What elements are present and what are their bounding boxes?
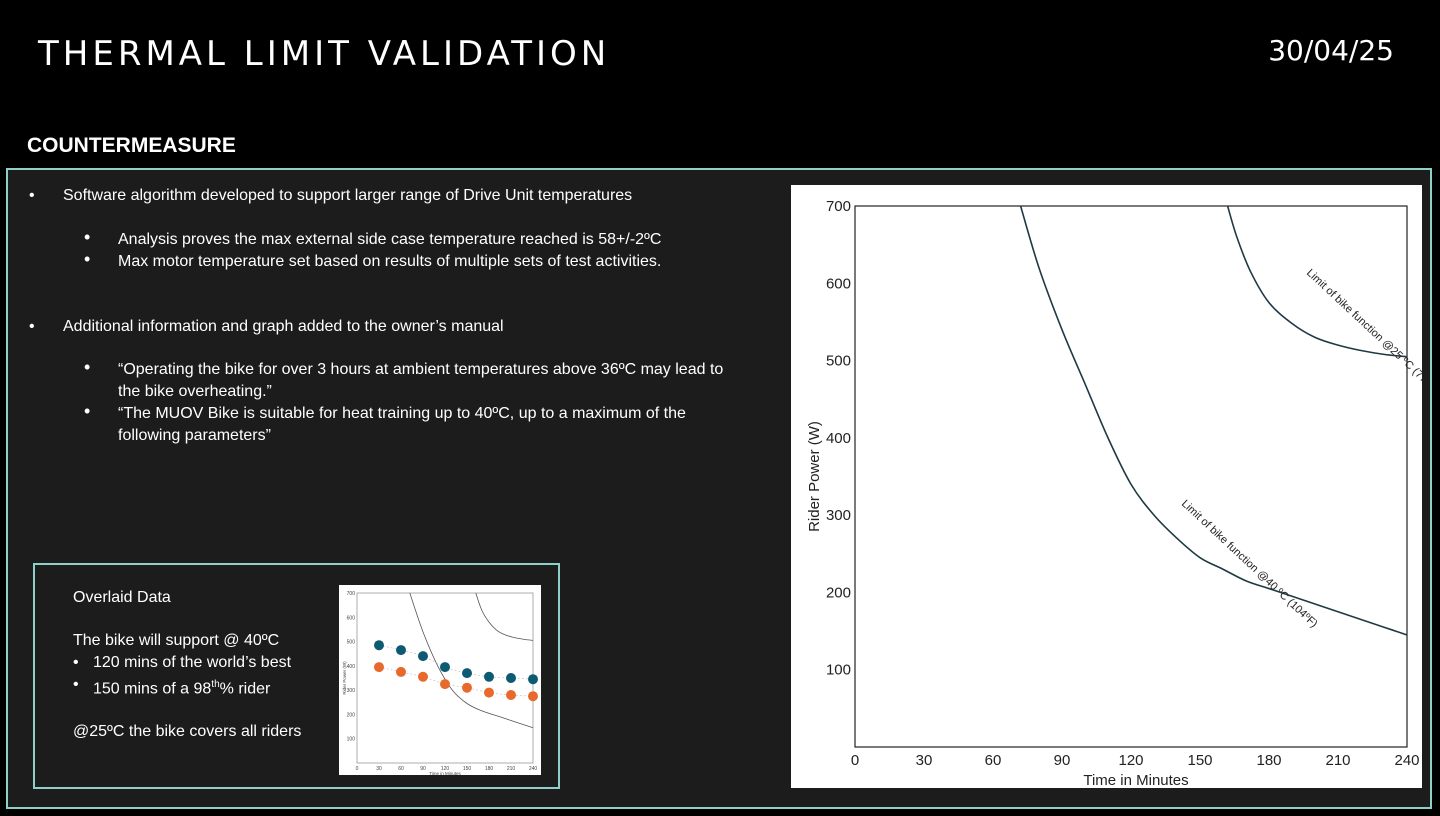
y-tick-label: 100 <box>826 662 851 679</box>
date-label: 30/04/25 <box>1268 34 1394 67</box>
bullet-icon: • <box>84 401 91 421</box>
thumbnail-chart-svg: 0 30 60 90 120 150 180 210 240 100 200 300 400 500 600… <box>342 591 538 776</box>
bullet-icon: • <box>84 357 91 377</box>
thermal-limit-chart: 0 30 60 90 120 150 180 210 240 100 200 300 400 500 600… <box>791 185 1440 789</box>
thumb-y-tick: 500 <box>347 640 356 646</box>
thumb-x-tick: 120 <box>441 766 450 772</box>
thumb-x-tick: 0 <box>356 766 359 772</box>
p98-point <box>374 662 384 673</box>
elite-point <box>528 674 538 685</box>
bullet-icon: • <box>29 187 35 204</box>
x-tick-label: 120 <box>1118 752 1143 769</box>
thumb-x-tick: 30 <box>376 766 382 772</box>
x-tick-label: 90 <box>1054 752 1071 769</box>
content-panel: • Software algorithm developed to suppor… <box>6 168 1440 809</box>
thumb-y-tick: 100 <box>347 737 356 743</box>
elite-point <box>374 640 384 651</box>
overlaid-data-box: Overlaid Data The bike will support @ 40… <box>33 563 560 789</box>
x-tick-label: 30 <box>916 752 933 769</box>
thumb-x-label: Time in Minutes <box>429 771 461 775</box>
overlay-support-line: The bike will support @ 40ºC <box>73 632 280 649</box>
thumb-y-tick: 400 <box>347 664 356 670</box>
y-tick-label: 200 <box>826 584 851 601</box>
main-chart-svg: 0 30 60 90 120 150 180 210 240 100 200 300 400 500 600… <box>806 198 1440 789</box>
x-tick-label: 240 <box>1394 752 1419 769</box>
bullet-text: Max motor temperature set based on resul… <box>118 253 662 270</box>
p98-point <box>462 682 472 693</box>
y-axis-label: Rider Power (W) <box>806 421 823 532</box>
thumb-limit-curve <box>409 592 534 729</box>
p98-point <box>418 671 428 682</box>
y-tick-label: 700 <box>826 198 851 215</box>
y-tick-label: 300 <box>826 507 851 524</box>
thumb-y-label: Rider Power (W) <box>342 661 347 695</box>
plot-frame <box>854 205 1408 748</box>
curve-label: Limit of bike function @25 ºC (77ºF) <box>1304 267 1422 395</box>
bullet-text: Analysis proves the max external side ca… <box>118 231 662 248</box>
y-tick-label: 600 <box>826 275 851 292</box>
thumb-y-tick: 600 <box>347 615 356 621</box>
limit-curve <box>1226 206 1407 358</box>
page-title: THERMAL LIMIT VALIDATION <box>38 34 611 74</box>
elite-point <box>440 662 450 673</box>
p98-point <box>506 690 516 700</box>
thumb-y-tick: 700 <box>347 591 356 597</box>
p98-point <box>396 666 406 677</box>
y-tick-label: 400 <box>826 430 851 447</box>
x-tick-label: 0 <box>851 752 859 769</box>
thumb-y-tick: 200 <box>347 712 356 718</box>
p98-point <box>484 687 494 698</box>
x-tick-label: 60 <box>985 752 1002 769</box>
x-tick-label: 210 <box>1325 752 1350 769</box>
x-tick-label: 150 <box>1187 752 1212 769</box>
thumb-x-tick: 150 <box>463 766 472 772</box>
overlay-item: • 120 mins of the world’s best <box>73 652 301 674</box>
overlay-thumbnail-chart: 0 30 60 90 120 150 180 210 240 100 200 300 400 500 600… <box>339 585 541 776</box>
elite-point <box>462 668 472 679</box>
overlaid-data-text: Overlaid Data The bike will support @ 40… <box>73 587 301 743</box>
bullet-text: “Operating the bike for over 3 hours at … <box>118 361 724 400</box>
p98-point <box>440 679 450 690</box>
elite-point <box>484 671 494 682</box>
overlay-item-suffix: % rider <box>219 680 271 698</box>
bullet-icon: • <box>29 318 35 335</box>
overlay-item-text: 150 mins of a 98 <box>93 680 212 698</box>
limit-curve <box>1019 206 1407 636</box>
thumb-x-tick: 180 <box>485 766 494 772</box>
curve-label: Limit of bike function @40 ºC (104ºF) <box>1179 498 1320 630</box>
thumb-limit-curve <box>475 592 534 641</box>
bullet-icon: • <box>73 654 79 671</box>
overlay-item-sup: th <box>211 679 220 690</box>
elite-point <box>506 673 516 683</box>
thumb-x-tick: 240 <box>529 766 538 772</box>
bullet-icon: • <box>84 249 91 269</box>
section-title: COUNTERMEASURE <box>27 134 236 157</box>
overlay-item-text: 120 mins of the world’s best <box>93 654 292 671</box>
overlay-item: • 150 mins of a 98th% rider <box>73 674 301 700</box>
thumb-x-tick: 90 <box>420 766 426 772</box>
bullet-text: Additional information and graph added t… <box>63 318 504 335</box>
x-tick-label: 180 <box>1256 752 1281 769</box>
thumb-x-tick: 210 <box>507 766 516 772</box>
y-tick-label: 500 <box>826 353 851 370</box>
bullet-icon: • <box>84 227 91 247</box>
bullet-text: “The MUOV Bike is suitable for heat trai… <box>118 405 686 444</box>
elite-point <box>418 651 428 662</box>
bullet-text: Software algorithm developed to support … <box>63 187 633 204</box>
p98-point <box>528 691 538 702</box>
overlay-heading: Overlaid Data <box>73 589 171 606</box>
thumb-y-tick: 300 <box>347 688 356 694</box>
overlay-footer: @25ºC the bike covers all riders <box>73 723 302 741</box>
bullet-icon: • <box>73 676 79 693</box>
elite-point <box>396 645 406 656</box>
thumb-x-tick: 60 <box>398 766 404 772</box>
x-axis-label: Time in Minutes <box>1083 772 1188 788</box>
